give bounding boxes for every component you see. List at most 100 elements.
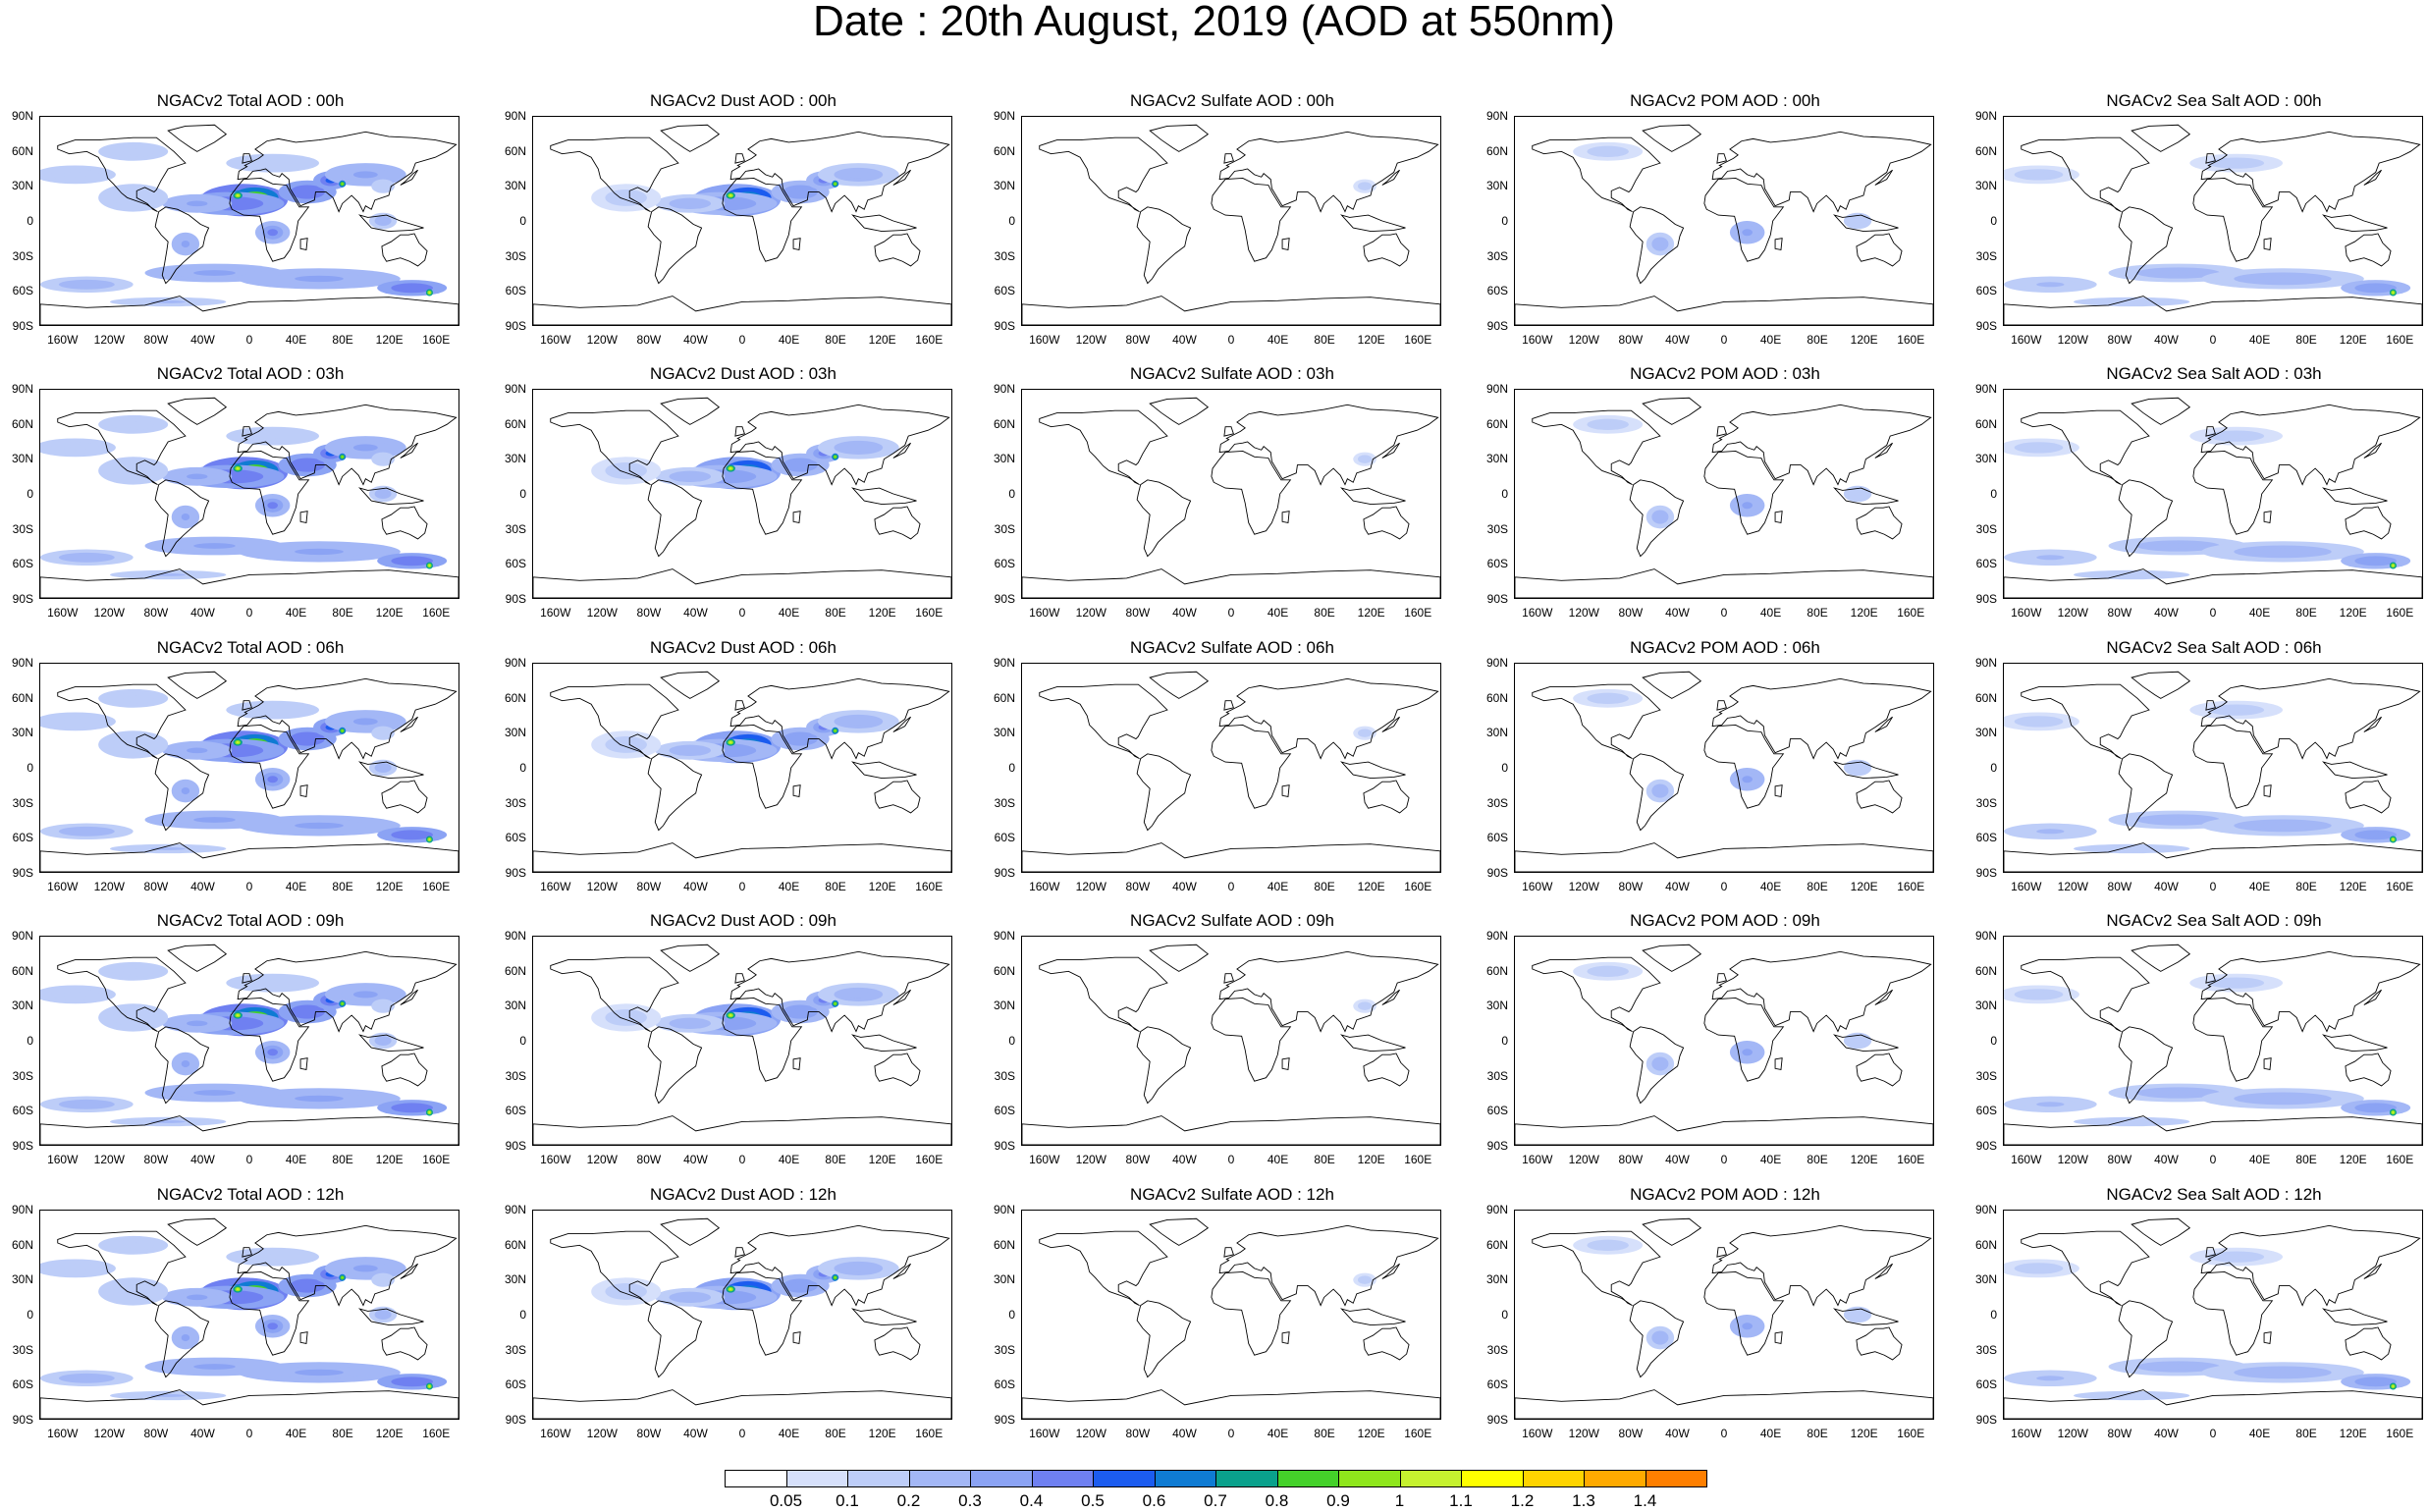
lon-tick-label: 80E [332,1427,353,1440]
map-panel: NGACv2 Sea Salt AOD : 12h 90N 60N 30N 0 30S 60… [1964,1094,2428,1439]
coastline [1774,238,1783,250]
coastline [237,404,458,486]
lon-tick-label: 40W [683,1153,708,1166]
coastline [154,206,210,285]
aerosol-plume [181,241,190,248]
colorbar-tick-label: 1 [1394,1491,1405,1510]
aerosol-plume [728,194,732,197]
aerosol-plume [679,747,701,754]
lat-tick-label: 30N [504,452,526,466]
coastline [1833,487,1899,506]
coastline [892,989,911,1005]
aerosol-plume [1742,229,1753,237]
coastline [1833,1034,1899,1053]
coastline [2322,761,2388,780]
coastline [1381,716,1400,732]
world-map [1514,663,1934,873]
lon-tick-label: 160E [1897,880,1925,893]
lat-tick-label: 60N [993,416,1015,431]
lat-tick-label: 30N [1485,726,1508,740]
coastline [1703,1270,1785,1356]
lon-tick-label: 160E [2386,333,2414,347]
aerosol-plume [379,184,387,189]
coastline [237,1224,458,1307]
aerosol-plume [616,466,637,475]
lon-tick-label: 120E [375,1153,404,1166]
coastline [1774,1057,1783,1070]
lat-tick-label: 90S [1486,592,1508,606]
coastline [2263,784,2272,797]
aerosol-plume [1655,787,1665,795]
aerosol-plume [1597,695,1619,702]
panel-title: NGACv2 Sea Salt AOD : 06h [2106,638,2322,657]
lat-tick-label: 30N [1974,179,1997,193]
aerosol-plume [2258,548,2307,556]
lat-tick-label: 90N [1485,1203,1508,1216]
lat-tick-label: 90N [993,382,1015,396]
world-map [1514,936,1934,1146]
coastline [550,409,679,485]
lon-tick-label: 120W [586,880,618,893]
aerosol-plume [63,172,87,178]
lat-tick-label: 60N [11,963,33,978]
coastline [154,753,210,832]
lon-tick-label: 80E [1314,1153,1335,1166]
coastline [1703,177,1785,262]
lat-tick-label: 0 [1008,1308,1015,1322]
lat-tick-label: 30S [505,1342,526,1357]
lat-tick-label: 60S [1975,284,1997,298]
coastline [167,124,228,152]
coastline [229,177,310,262]
aerosol-plume [402,832,423,837]
colorbar-swatch [785,1470,848,1487]
colorbar-tick-label: 0.1 [836,1491,859,1510]
coastline [2021,956,2150,1032]
aerosol-plume [845,991,871,999]
lon-tick-label: 0 [245,606,253,620]
coastline [2200,1224,2421,1307]
map-panel: NGACv2 Total AOD : 12h 90N 60N 30N 0 30S 60S 90… [0,1094,491,1439]
coastline [2263,1057,2272,1070]
aerosol-plume [2392,1384,2395,1388]
lat-tick-label: 30N [993,452,1015,466]
coastline [1136,479,1192,558]
colorbar-tick-label: 0.7 [1204,1491,1227,1510]
lat-tick-label: 0 [27,761,33,775]
lat-tick-label: 90S [1486,1413,1508,1427]
aerosol-plume [298,1282,317,1290]
lat-tick-label: 30N [1485,179,1508,193]
aerosol-plume [258,1254,287,1260]
world-map [39,116,459,326]
panel-title: NGACv2 Sea Salt AOD : 00h [2106,91,2322,110]
lon-tick-label: 160W [2011,606,2042,620]
lat-tick-label: 90S [994,592,1015,606]
coastline [1149,944,1210,972]
coastline [734,153,745,164]
coastline [874,506,921,540]
coastline [1711,404,1932,486]
lat-tick-label: 30S [12,521,33,536]
aerosol-plume [2222,433,2250,439]
coastline [2131,944,2191,972]
coastline [167,944,228,972]
world-map [39,663,459,873]
lon-tick-label: 40W [683,880,708,893]
lat-tick-label: 60N [993,963,1015,978]
lon-tick-label: 80W [1125,333,1151,347]
lat-tick-label: 90S [12,1413,33,1427]
coastline [40,568,459,598]
coastline [299,1331,308,1344]
lat-tick-label: 60S [12,557,33,571]
coastline [1211,1270,1292,1356]
lat-tick-label: 30S [994,1342,1015,1357]
lon-tick-label: 40E [2248,606,2271,620]
coastline [400,1263,418,1279]
lon-tick-label: 0 [245,880,253,893]
lat-tick-label: 90S [994,319,1015,333]
aerosol-plume [341,729,344,732]
lon-tick-label: 40E [285,1427,307,1440]
lon-tick-label: 80W [1125,1153,1151,1166]
coastline [792,1331,801,1344]
aerosol-plume [2157,1090,2199,1096]
